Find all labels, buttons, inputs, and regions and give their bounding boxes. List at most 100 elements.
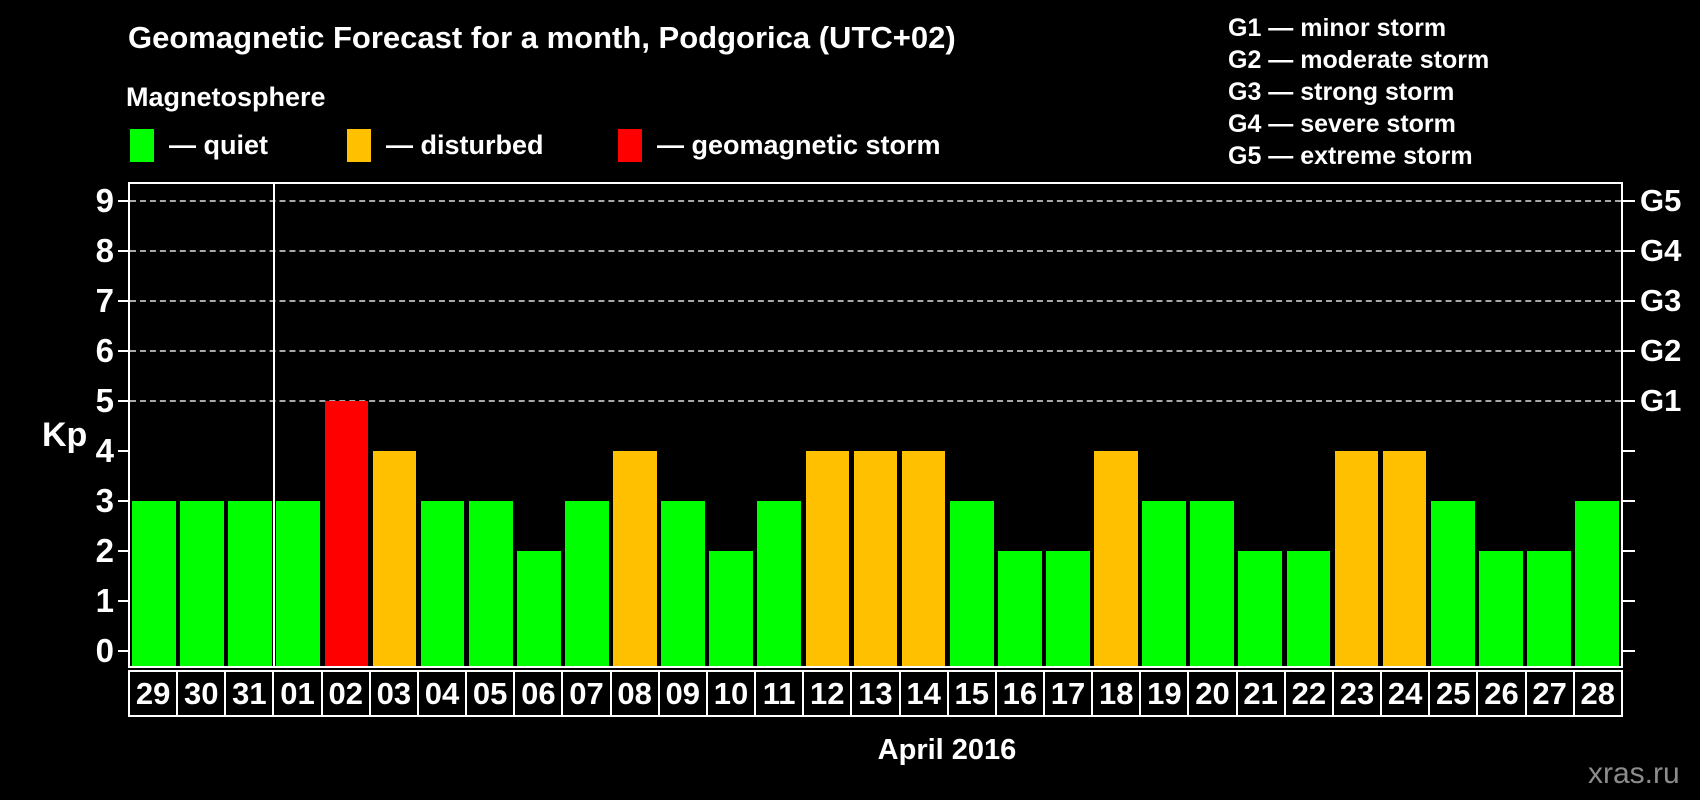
day-cell-03: 03	[368, 670, 419, 717]
day-cell-10: 10	[705, 670, 757, 717]
left-axis-tick-0	[118, 650, 130, 652]
legend-item-quiet: — quiet	[130, 128, 268, 162]
day-cell-22: 22	[1283, 670, 1334, 717]
day-cell-30: 30	[176, 670, 227, 717]
day-cell-18: 18	[1091, 670, 1142, 717]
day-cell-25: 25	[1428, 670, 1479, 717]
bar-day-11	[757, 501, 802, 666]
day-cell-09: 09	[657, 670, 708, 717]
bar-day-09	[661, 501, 705, 666]
day-cell-01: 01	[272, 670, 323, 717]
day-cell-13: 13	[850, 670, 901, 717]
right-axis-tick-2	[1623, 550, 1635, 552]
day-cell-31: 31	[224, 670, 275, 717]
bar-day-13	[853, 451, 898, 666]
day-cell-26: 26	[1476, 670, 1527, 717]
day-cell-12: 12	[802, 670, 853, 717]
legend-label-storm: — geomagnetic storm	[657, 129, 941, 160]
bar-day-25	[1430, 501, 1475, 666]
bar-day-04	[420, 501, 465, 666]
left-axis-tick-2	[118, 550, 130, 552]
day-cell-06: 06	[513, 670, 564, 717]
right-axis-tick-8	[1623, 250, 1635, 252]
kp-axis-label-2: 2	[95, 532, 114, 569]
day-cell-11: 11	[754, 670, 805, 717]
bar-day-27	[1527, 551, 1571, 666]
right-axis-tick-5	[1623, 400, 1635, 402]
day-cell-24: 24	[1380, 670, 1431, 717]
legend-label-quiet: — quiet	[169, 129, 268, 160]
g-axis-label-g4: G4	[1640, 233, 1682, 268]
storm-swatch-icon	[618, 128, 642, 162]
quiet-swatch-icon	[130, 128, 154, 162]
day-cell-27: 27	[1524, 670, 1575, 717]
left-axis-tick-8	[118, 250, 130, 252]
bar-day-07	[565, 501, 609, 666]
day-cell-04: 04	[416, 670, 468, 717]
bar-day-23	[1334, 451, 1379, 666]
day-cell-20: 20	[1187, 670, 1238, 717]
gridline-kp-8	[130, 250, 1621, 252]
gridline-kp-9	[130, 200, 1621, 202]
plot-area: 0 1 2 3 4 5 6 7 8 9 G1 G2 G3 G4 G5	[96, 182, 1681, 668]
kp-axis-label-3: 3	[95, 482, 114, 519]
bar-day-28	[1575, 501, 1619, 666]
bar-day-19	[1142, 501, 1186, 666]
watermark: xras.ru	[1588, 757, 1680, 790]
kp-axis-label-7: 7	[95, 282, 114, 319]
right-axis-tick-7	[1623, 300, 1635, 302]
day-cell-14: 14	[898, 670, 949, 717]
day-cell-08: 08	[609, 670, 660, 717]
bar-day-01	[276, 501, 321, 666]
g-scale-legend-line-g3: G3 — strong storm	[1228, 78, 1455, 106]
kp-axis-label-5: 5	[95, 382, 114, 419]
disturbed-swatch-icon	[347, 128, 371, 162]
left-axis-tick-5	[118, 400, 130, 402]
bar-day-08	[613, 451, 657, 666]
bar-day-14	[901, 451, 946, 666]
right-axis-tick-3	[1623, 500, 1635, 502]
right-axis-tick-6	[1623, 350, 1635, 352]
left-axis-tick-6	[118, 350, 130, 352]
bar-day-16	[997, 551, 1042, 666]
day-cell-07: 07	[561, 670, 612, 717]
kp-axis-label-4: 4	[95, 432, 114, 469]
gridline-kp-5	[130, 400, 1621, 402]
g-scale-legend-line-g1: G1 — minor storm	[1228, 14, 1447, 42]
kp-axis-title: Kp	[42, 416, 88, 454]
day-cell-28: 28	[1572, 670, 1623, 717]
right-axis-tick-1	[1623, 600, 1635, 602]
bar-day-17	[1046, 551, 1090, 666]
day-cell-17: 17	[1042, 670, 1094, 717]
bar-day-12	[805, 451, 850, 666]
bar-day-05	[468, 501, 513, 666]
day-cell-23: 23	[1331, 670, 1383, 717]
bar-day-02	[324, 401, 369, 666]
bar-day-03	[372, 451, 417, 666]
bar-day-30	[180, 501, 224, 666]
bar-day-06	[516, 551, 561, 666]
g-scale-legend-line-g4: G4 — severe storm	[1228, 110, 1456, 138]
bar-day-24	[1382, 451, 1427, 666]
g-scale-legend: G1 — minor storm G2 — moderate storm G3 …	[1228, 12, 1489, 172]
day-cell-16: 16	[994, 670, 1045, 717]
left-axis-tick-4	[118, 450, 130, 452]
g-axis-label-g5: G5	[1640, 183, 1682, 218]
day-cell-05: 05	[465, 670, 516, 717]
right-axis-tick-9	[1623, 200, 1635, 202]
left-axis-tick-1	[118, 600, 130, 602]
chart-title: Geomagnetic Forecast for a month, Podgor…	[128, 20, 956, 55]
left-axis-tick-3	[118, 500, 130, 502]
bar-day-22	[1286, 551, 1331, 666]
bar-day-21	[1238, 551, 1283, 666]
kp-axis-label-1: 1	[95, 582, 114, 619]
day-cell-02: 02	[320, 670, 371, 717]
right-axis-tick-4	[1623, 450, 1635, 452]
left-axis-tick-9	[118, 200, 130, 202]
g-axis-label-g1: G1	[1640, 383, 1682, 418]
bar-day-20	[1190, 501, 1235, 666]
bar-day-31	[228, 501, 273, 666]
bar-day-26	[1478, 551, 1523, 666]
kp-axis-label-9: 9	[95, 182, 114, 219]
